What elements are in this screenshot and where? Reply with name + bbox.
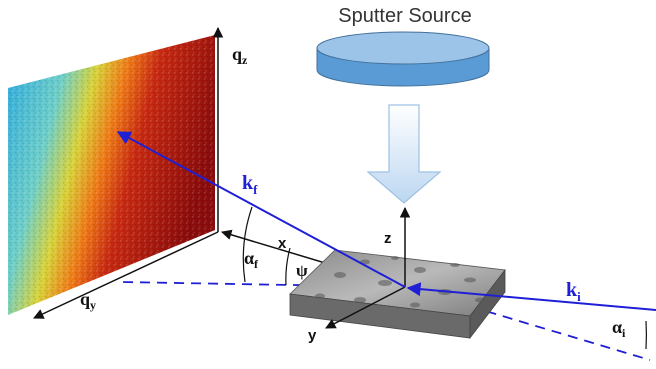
alpha-f-label: αf (244, 248, 259, 271)
ki-label: ki (566, 279, 581, 304)
qy-label: qy (80, 289, 96, 312)
detector-panel (8, 35, 215, 315)
sputter-source-label: Sputter Source (338, 5, 471, 27)
alpha-i-label: αi (612, 317, 626, 340)
sputter-source: Sputter Source (317, 5, 489, 86)
psi-arc (286, 248, 290, 285)
kf-label: kf (242, 172, 258, 197)
qz-label: qz (232, 44, 248, 67)
deposition-arrow (368, 105, 440, 203)
y-label: y (308, 327, 317, 344)
x-label: x (278, 235, 287, 252)
psi-label: ψ (296, 261, 308, 280)
z-label: z (384, 230, 392, 247)
alpha-f-arc (243, 207, 252, 282)
